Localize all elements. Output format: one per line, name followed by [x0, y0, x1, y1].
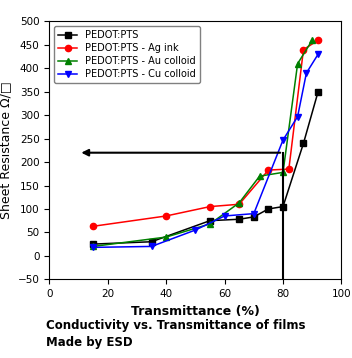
PEDOT:PTS [237, 217, 241, 221]
PEDOT:PTS - Ag ink [91, 224, 95, 228]
PEDOT:PTS - Ag ink [316, 38, 320, 42]
PEDOT:PTS [149, 240, 153, 244]
PEDOT:PTS - Cu colloid [193, 228, 197, 232]
X-axis label: Transmittance (%): Transmittance (%) [131, 305, 260, 318]
PEDOT:PTS - Ag ink [287, 167, 291, 171]
PEDOT:PTS - Au colloid [310, 38, 314, 42]
PEDOT:PTS - Cu colloid [149, 244, 153, 248]
Y-axis label: Sheet Resistance Ω/□: Sheet Resistance Ω/□ [0, 82, 12, 219]
PEDOT:PTS - Cu colloid [316, 52, 320, 57]
PEDOT:PTS - Au colloid [296, 62, 300, 66]
Line: PEDOT:PTS: PEDOT:PTS [90, 89, 321, 247]
Line: PEDOT:PTS - Cu colloid: PEDOT:PTS - Cu colloid [90, 51, 321, 251]
PEDOT:PTS [252, 215, 256, 219]
PEDOT:PTS - Au colloid [91, 244, 95, 248]
PEDOT:PTS - Cu colloid [296, 115, 300, 119]
PEDOT:PTS - Au colloid [237, 201, 241, 205]
PEDOT:PTS - Ag ink [164, 214, 168, 218]
PEDOT:PTS - Au colloid [258, 174, 262, 178]
Line: PEDOT:PTS - Ag ink: PEDOT:PTS - Ag ink [90, 37, 321, 229]
PEDOT:PTS [208, 218, 212, 223]
Line: PEDOT:PTS - Au colloid: PEDOT:PTS - Au colloid [90, 37, 315, 250]
PEDOT:PTS - Ag ink [237, 202, 241, 207]
PEDOT:PTS - Au colloid [208, 222, 212, 226]
PEDOT:PTS - Au colloid [164, 235, 168, 239]
PEDOT:PTS - Ag ink [301, 48, 306, 52]
PEDOT:PTS - Cu colloid [91, 245, 95, 250]
PEDOT:PTS - Ag ink [208, 204, 212, 209]
PEDOT:PTS - Cu colloid [281, 138, 285, 142]
PEDOT:PTS - Cu colloid [222, 214, 227, 218]
PEDOT:PTS - Au colloid [281, 170, 285, 175]
PEDOT:PTS [91, 242, 95, 246]
PEDOT:PTS - Cu colloid [304, 71, 308, 75]
PEDOT:PTS - Cu colloid [252, 212, 256, 216]
PEDOT:PTS [316, 90, 320, 94]
PEDOT:PTS - Ag ink [266, 168, 270, 172]
Legend: PEDOT:PTS, PEDOT:PTS - Ag ink, PEDOT:PTS - Au colloid, PEDOT:PTS - Cu colloid: PEDOT:PTS, PEDOT:PTS - Ag ink, PEDOT:PTS… [54, 26, 200, 83]
PEDOT:PTS [266, 207, 270, 211]
PEDOT:PTS [281, 204, 285, 209]
PEDOT:PTS [301, 141, 306, 145]
Text: Conductivity vs. Transmittance of films
Made by ESD: Conductivity vs. Transmittance of films … [46, 319, 305, 349]
